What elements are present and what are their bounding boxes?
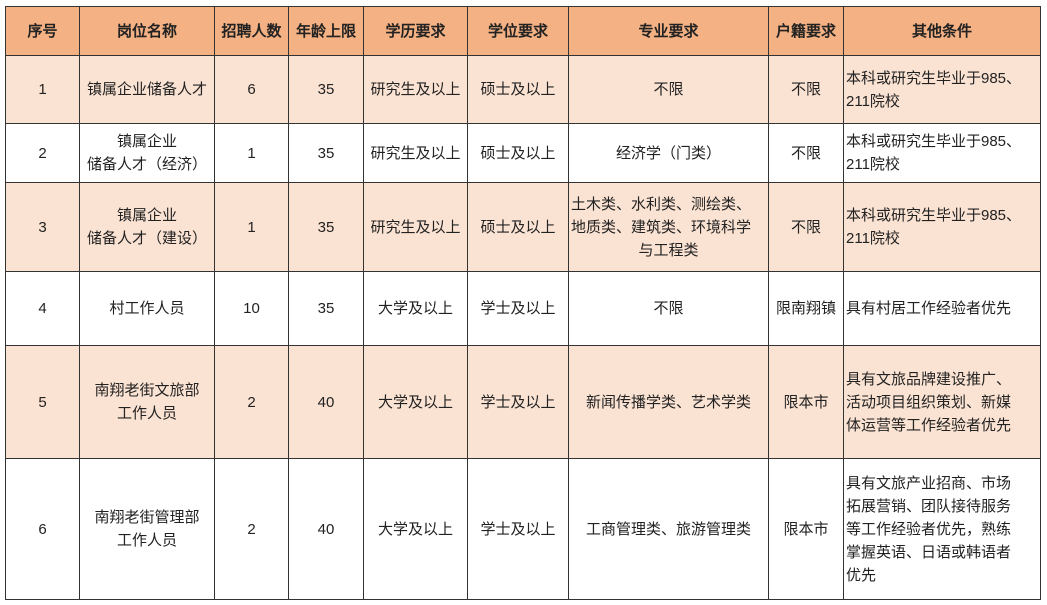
cell-residency: 不限 (768, 55, 844, 124)
table-row: 2 镇属企业 储备人才（经济） 1 35 研究生及以上 硕士及以上 经济学（门类） 不限 本科或… (5, 123, 1041, 183)
header-other-conditions: 其他条件 (843, 6, 1041, 56)
cell-residency: 限本市 (768, 458, 844, 600)
cell-position-name: 镇属企业 储备人才（经济） (79, 123, 215, 183)
cell-degree: 硕士及以上 (467, 55, 569, 124)
cell-major: 经济学（门类） (568, 123, 769, 183)
cell-index: 1 (5, 55, 80, 124)
cell-position-name: 南翔老街文旅部 工作人员 (79, 345, 215, 459)
cell-residency: 不限 (768, 123, 844, 183)
cell-headcount: 2 (214, 458, 289, 600)
cell-age-limit: 35 (288, 55, 364, 124)
cell-age-limit: 35 (288, 182, 364, 272)
table-row: 3 镇属企业 储备人才（建设） 1 35 研究生及以上 硕士及以上 土木类、水利类、测绘类、… (5, 182, 1041, 272)
cell-other-conditions: 具有文旅产业招商、市场 拓展营销、团队接待服务 等工作经验者优先，熟练 掌握英语… (843, 458, 1041, 600)
cell-headcount: 6 (214, 55, 289, 124)
major-line: 与工程类 (638, 241, 699, 259)
cell-age-limit: 40 (288, 345, 364, 459)
cell-education: 大学及以上 (363, 271, 468, 346)
cell-position-name: 村工作人员 (79, 271, 215, 346)
cell-education: 研究生及以上 (363, 55, 468, 124)
cell-education: 大学及以上 (363, 458, 468, 600)
cell-education: 研究生及以上 (363, 123, 468, 183)
cell-age-limit: 35 (288, 123, 364, 183)
header-position-name: 岗位名称 (79, 6, 215, 56)
cell-degree: 学士及以上 (467, 345, 569, 459)
cell-position-name: 南翔老街管理部 工作人员 (79, 458, 215, 600)
cell-index: 2 (5, 123, 80, 183)
header-degree: 学位要求 (467, 6, 569, 56)
cell-headcount: 1 (214, 182, 289, 272)
cell-index: 5 (5, 345, 80, 459)
cell-index: 4 (5, 271, 80, 346)
header-residency: 户籍要求 (768, 6, 844, 56)
table-row: 4 村工作人员 10 35 大学及以上 学士及以上 不限 限南翔镇 具有村居工作经验者优先 (5, 271, 1041, 346)
cell-residency: 限本市 (768, 345, 844, 459)
cell-other-conditions: 具有村居工作经验者优先 (843, 271, 1041, 346)
cell-headcount: 10 (214, 271, 289, 346)
cell-major: 不限 (568, 271, 769, 346)
cell-other-conditions: 本科或研究生毕业于985、 211院校 (843, 123, 1041, 183)
cell-degree: 学士及以上 (467, 458, 569, 600)
cell-other-conditions: 本科或研究生毕业于985、 211院校 (843, 182, 1041, 272)
header-age-limit: 年龄上限 (288, 6, 364, 56)
cell-degree: 硕士及以上 (467, 182, 569, 272)
table-row: 6 南翔老街管理部 工作人员 2 40 大学及以上 学士及以上 工商管理类、旅游管理类 限本市… (5, 458, 1041, 600)
cell-age-limit: 35 (288, 271, 364, 346)
cell-headcount: 2 (214, 345, 289, 459)
cell-education: 大学及以上 (363, 345, 468, 459)
header-education: 学历要求 (363, 6, 468, 56)
cell-headcount: 1 (214, 123, 289, 183)
major-line: 土木类、水利类、测绘类、 (571, 195, 752, 213)
cell-major: 土木类、水利类、测绘类、 地质类、建筑类、环境科学与工程类 (568, 182, 769, 272)
cell-residency: 限南翔镇 (768, 271, 844, 346)
cell-position-name: 镇属企业储备人才 (79, 55, 215, 124)
cell-other-conditions: 具有文旅品牌建设推广、 活动项目组织策划、新媒 体运营等工作经验者优先 (843, 345, 1041, 459)
cell-position-name: 镇属企业 储备人才（建设） (79, 182, 215, 272)
header-index: 序号 (5, 6, 80, 56)
cell-major: 不限 (568, 55, 769, 124)
cell-degree: 学士及以上 (467, 271, 569, 346)
table-row: 5 南翔老街文旅部 工作人员 2 40 大学及以上 学士及以上 新闻传播学类、艺术学类 限本市… (5, 345, 1041, 459)
cell-other-conditions: 本科或研究生毕业于985、 211院校 (843, 55, 1041, 124)
cell-major: 工商管理类、旅游管理类 (568, 458, 769, 600)
header-major: 专业要求 (568, 6, 769, 56)
cell-index: 3 (5, 182, 80, 272)
cell-education: 研究生及以上 (363, 182, 468, 272)
cell-major: 新闻传播学类、艺术学类 (568, 345, 769, 459)
cell-residency: 不限 (768, 182, 844, 272)
header-row: 序号 岗位名称 招聘人数 年龄上限 学历要求 学位要求 专业要求 户籍要求 其他条件 (5, 6, 1041, 56)
recruitment-table: 序号 岗位名称 招聘人数 年龄上限 学历要求 学位要求 专业要求 户籍要求 其他条件 1 镇属企业… (5, 6, 1041, 600)
cell-age-limit: 40 (288, 458, 364, 600)
cell-degree: 硕士及以上 (467, 123, 569, 183)
major-line: 地质类、建筑类、环境科学 (571, 218, 752, 236)
table-row: 1 镇属企业储备人才 6 35 研究生及以上 硕士及以上 不限 不限 本科或研究生毕业于985、… (5, 55, 1041, 124)
header-headcount: 招聘人数 (214, 6, 289, 56)
cell-index: 6 (5, 458, 80, 600)
